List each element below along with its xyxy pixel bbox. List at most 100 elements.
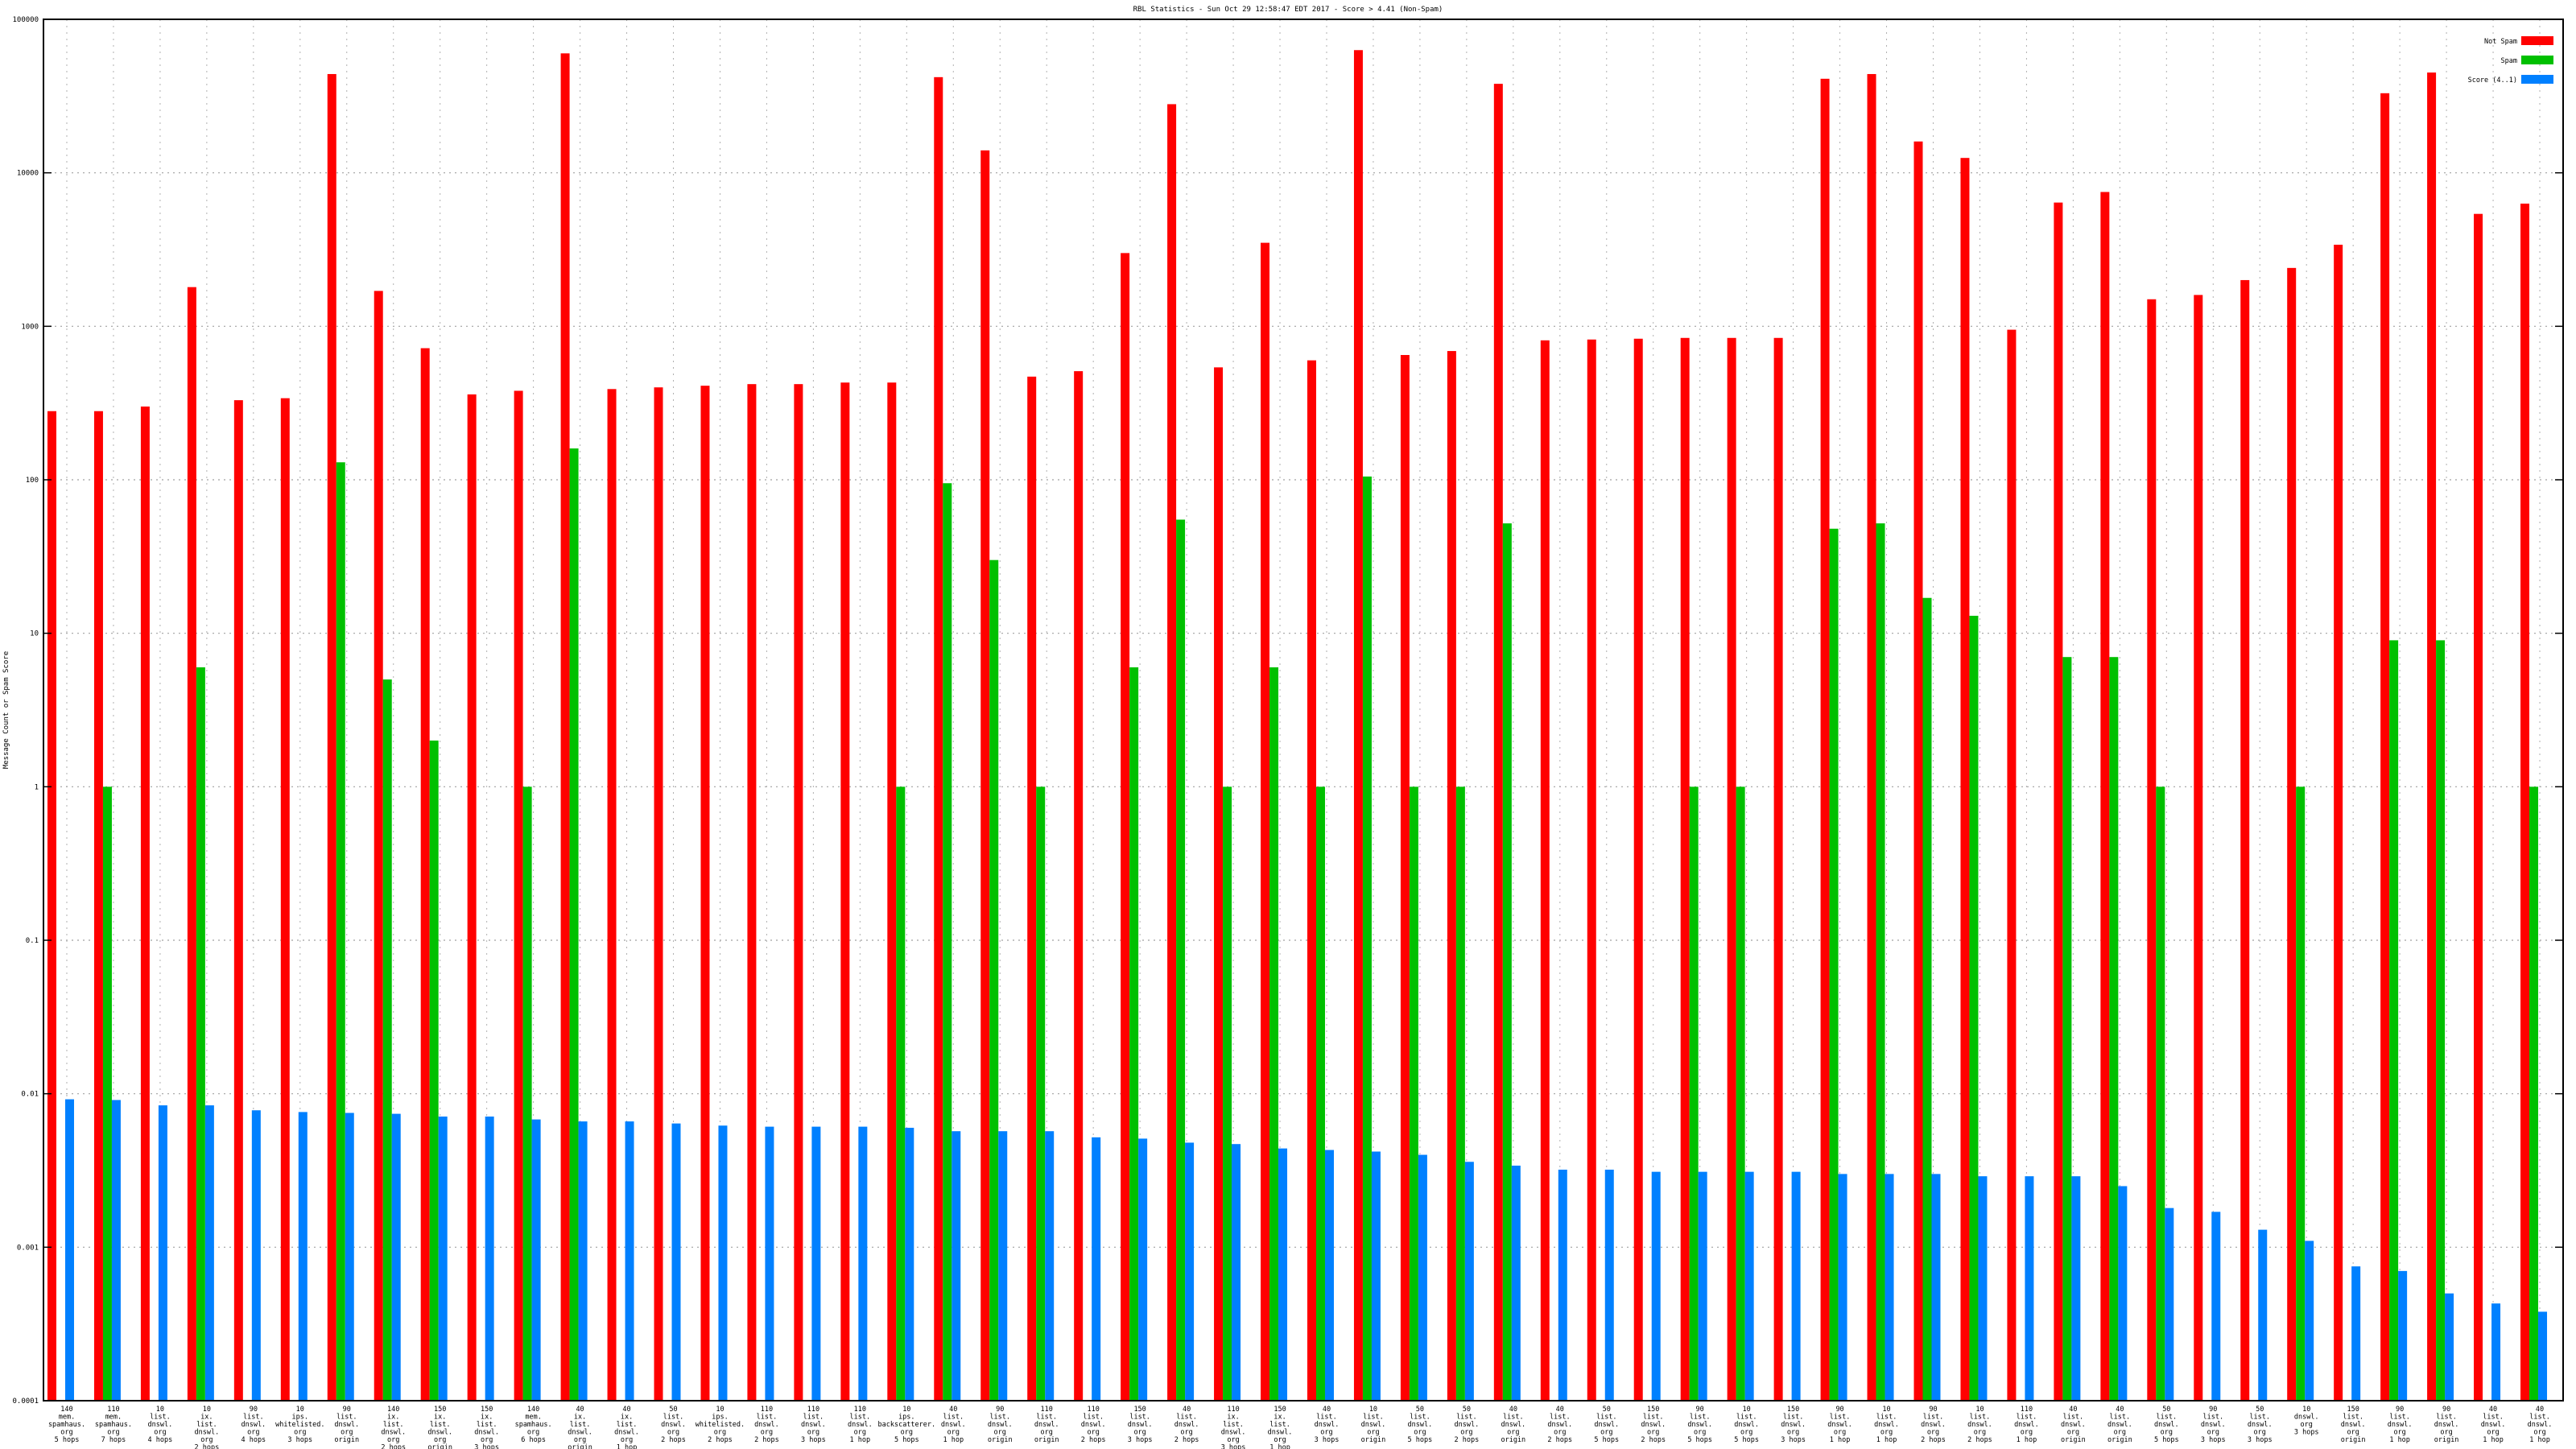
bar-score-4-1: [391, 1113, 401, 1401]
x-tick-label: 50 list. dnswl. org 5 hops: [2154, 1406, 2179, 1444]
x-tick-label-line: org: [1974, 1429, 1986, 1437]
x-tick-label-line: 40: [1183, 1406, 1191, 1414]
x-tick-label: 40 list. dnswl. org origin: [2061, 1406, 2086, 1444]
x-tick-label-line: list.: [1410, 1414, 1430, 1422]
bar-score-4-1: [811, 1126, 821, 1401]
x-tick-label-line: org: [667, 1429, 679, 1437]
bar-not-spam: [2100, 192, 2110, 1402]
x-tick-label-line: 2 hops: [708, 1436, 733, 1444]
x-tick-label-line: 50: [1463, 1406, 1471, 1414]
x-tick-label-line: org: [60, 1429, 72, 1437]
x-tick-label-line: origin: [988, 1436, 1013, 1444]
bar-not-spam: [2194, 295, 2203, 1402]
x-tick-label-line: dnswl.: [2481, 1421, 2506, 1429]
x-tick-label: 150 ix. list. dnswl. org 3 hops: [474, 1406, 499, 1449]
x-tick-label-line: 5 hops: [1734, 1436, 1759, 1444]
legend-swatch: [2521, 75, 2553, 84]
bar-not-spam: [1727, 337, 1736, 1401]
legend-label: Spam: [2501, 57, 2517, 65]
bar-score-4-1: [438, 1117, 448, 1401]
x-tick-label: 110 list. dnswl. org 1 hop: [2014, 1406, 2039, 1444]
x-tick-label-line: 5 hops: [894, 1436, 919, 1444]
x-tick-label-line: list.: [663, 1414, 684, 1422]
x-tick-label-line: dnswl.: [1547, 1421, 1572, 1429]
x-tick-label-line: org: [2207, 1429, 2219, 1437]
x-tick-label-line: 50: [669, 1406, 677, 1414]
bar-score-4-1: [765, 1126, 774, 1401]
bar-not-spam: [1074, 371, 1084, 1401]
x-tick-label-line: 90: [2396, 1406, 2404, 1414]
x-tick-label-line: 10: [203, 1406, 211, 1414]
bar-spam: [382, 679, 392, 1401]
x-tick-label-line: 150: [1133, 1406, 1146, 1414]
bar-score-4-1: [2211, 1212, 2221, 1401]
x-tick-label-line: dnswl.: [1174, 1421, 1199, 1429]
x-tick-label-line: list.: [1269, 1421, 1290, 1429]
bar-not-spam: [1820, 78, 1830, 1401]
bar-spam: [2296, 786, 2306, 1401]
x-tick-label-line: list.: [1223, 1421, 1244, 1429]
x-tick-label-line: 3 hops: [1781, 1436, 1806, 1444]
x-tick-label-line: 110: [1227, 1406, 1239, 1414]
x-tick-label-line: dnswl.: [801, 1421, 826, 1429]
x-tick-label-line: 40: [2069, 1406, 2077, 1414]
x-tick-label-line: list.: [336, 1414, 357, 1422]
bar-not-spam: [840, 382, 850, 1401]
bar-not-spam: [2054, 202, 2063, 1401]
bar-spam: [896, 786, 906, 1401]
bar-spam: [1689, 786, 1699, 1401]
bar-not-spam: [2474, 213, 2483, 1402]
bar-spam: [196, 667, 205, 1401]
x-tick-label-line: 110: [854, 1406, 866, 1414]
x-tick-label-line: list.: [2202, 1414, 2223, 1422]
x-tick-label: 90 list. dnswl. org origin: [988, 1406, 1013, 1444]
x-tick-label-line: org: [1927, 1429, 1939, 1437]
x-tick-label: 10 ix. list. dnswl. org 2 hops: [195, 1406, 220, 1449]
x-tick-label-line: dnswl.: [1034, 1421, 1059, 1429]
x-tick-label-line: org: [1041, 1429, 1053, 1437]
bar-spam: [1455, 786, 1465, 1401]
x-tick-label-line: ips.: [898, 1414, 914, 1422]
x-tick-label-line: org: [1740, 1429, 1752, 1437]
x-tick-label-line: list.: [1176, 1414, 1197, 1422]
x-tick-label-line: list.: [2063, 1414, 2084, 1422]
x-tick-label: 150 list. dnswl. org 3 hops: [1128, 1406, 1153, 1444]
bar-score-4-1: [1045, 1131, 1055, 1401]
x-tick-label-line: 10: [1882, 1406, 1890, 1414]
x-tick-label: 10 ips. whitelisted. org 3 hops: [275, 1406, 324, 1444]
bar-not-spam: [747, 384, 757, 1402]
x-tick-label: 10 list. dnswl. org 2 hops: [1967, 1406, 1992, 1444]
x-tick-label-line: spamhaus.: [515, 1421, 552, 1429]
bar-score-4-1: [2351, 1266, 2361, 1401]
x-tick-label-line: org: [901, 1429, 913, 1437]
bar-score-4-1: [1558, 1170, 1567, 1401]
x-tick-label: 110 list. dnswl. org 1 hop: [848, 1406, 873, 1444]
x-tick-label-line: ix.: [481, 1414, 493, 1422]
x-tick-label-line: dnswl.: [1081, 1421, 1106, 1429]
bar-score-4-1: [2165, 1208, 2174, 1401]
x-tick-label-line: ix.: [1274, 1414, 1286, 1422]
x-tick-label: 150 list. dnswl. org 3 hops: [1781, 1406, 1806, 1444]
bar-score-4-1: [251, 1110, 261, 1401]
x-tick-label-line: spamhaus.: [48, 1421, 85, 1429]
x-tick-label: 110 list. dnswl. org origin: [1034, 1406, 1059, 1444]
bar-not-spam: [1167, 104, 1177, 1401]
x-tick-label: 140 mem. spamhaus. org 5 hops: [48, 1406, 85, 1444]
y-axis-label: Message Count or Spam Score: [2, 651, 10, 769]
plot-frame: [43, 19, 2564, 1402]
bar-not-spam: [1121, 253, 1130, 1402]
x-tick-label-line: 40: [1509, 1406, 1517, 1414]
x-tick-label: 150 list. dnswl. org 2 hops: [1641, 1406, 1666, 1444]
bar-spam: [1036, 786, 1046, 1401]
x-tick-label-line: list.: [617, 1421, 638, 1429]
x-tick-label: 40 ix. list. dnswl. org origin: [568, 1406, 592, 1449]
x-tick-label: 40 list. dnswl. org 1 hop: [941, 1406, 966, 1444]
x-tick-label-line: list.: [1923, 1414, 1944, 1422]
x-tick-label-line: org: [761, 1429, 773, 1437]
x-tick-label-line: 2 hops: [754, 1436, 779, 1444]
bar-spam: [1876, 523, 1885, 1401]
x-tick-label: 90 list. dnswl. org origin: [334, 1406, 359, 1444]
bar-not-spam: [467, 394, 477, 1402]
x-tick-label-line: 2 hops: [661, 1436, 686, 1444]
